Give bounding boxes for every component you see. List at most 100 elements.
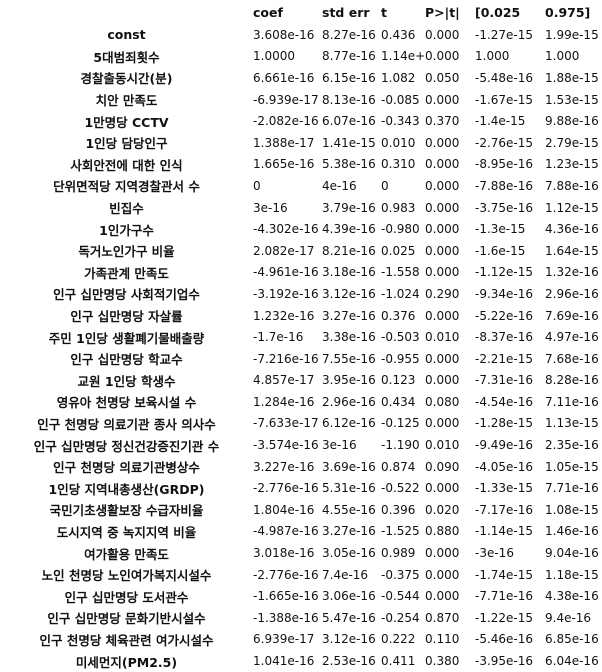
variable-name: 치안 만족도: [95, 93, 158, 109]
header-std-err: std err: [322, 4, 370, 20]
table-row: 인구 천명당 의료기관 종사 의사수 -7.633e-17 6.12e-16 -0.1…: [0, 413, 602, 435]
p-value: 0.000: [425, 416, 460, 431]
table-row: 노인 천명당 노인여가복지시설수 -2.776e-16 7.4e-16 -0.375 0…: [0, 564, 602, 586]
t-value: 0.376: [381, 308, 416, 323]
ci-upper-value: 2.96e-16: [545, 286, 599, 301]
t-value: 1.14e+15: [381, 49, 425, 64]
t-value: 0.434: [381, 394, 416, 409]
table-row: 5대범죄횟수 1.0000 8.77e-16 1.14e+150.000 1.000 1.…: [0, 46, 602, 68]
variable-name: 단위면적당 지역경찰관서 수: [53, 179, 200, 195]
ci-lower-value: -1.3e-15: [475, 222, 526, 237]
t-value: 0.025: [381, 243, 416, 258]
ci-upper-value: 1.18e-15: [545, 567, 599, 582]
coef-value: 1.388e-17: [253, 135, 315, 150]
p-value: 0.000: [425, 27, 460, 42]
p-value: 0.110: [425, 632, 460, 647]
table-row: 단위면적당 지역경찰관서 수 0 4e-16 0 0.000 -7.88e-16 7.88e…: [0, 175, 602, 197]
p-value: 0.000: [425, 178, 460, 193]
variable-name: 노인 천명당 노인여가복지시설수: [41, 568, 212, 584]
coef-value: -6.939e-17: [253, 92, 319, 107]
t-value: -0.955: [381, 351, 420, 366]
t-value: -0.343: [381, 114, 420, 129]
t-value: 0.874: [381, 459, 416, 474]
table-row: 주민 1인당 생활폐기물배출량 -1.7e-16 3.38e-16 -0.503 0.0…: [0, 326, 602, 348]
p-value: 0.000: [425, 351, 460, 366]
ci-upper-value: 7.69e-16: [545, 308, 599, 323]
std-err-value: 3.79e-16: [322, 200, 376, 215]
std-err-value: 5.31e-16: [322, 481, 376, 496]
variable-name: 영유아 천명당 보육시설 수: [56, 395, 197, 411]
t-value: -0.522: [381, 481, 420, 496]
ci-lower-value: -1.27e-15: [475, 27, 534, 42]
ci-lower-value: 1.000: [475, 49, 510, 64]
p-value: 0.000: [425, 92, 460, 107]
coef-value: -7.216e-16: [253, 351, 319, 366]
coef-value: 1.0000: [253, 49, 295, 64]
ci-lower-value: -2.76e-15: [475, 135, 534, 150]
coef-value: 4.857e-17: [253, 373, 315, 388]
coef-value: 1.232e-16: [253, 308, 315, 323]
ci-upper-value: 1.08e-15: [545, 502, 599, 517]
table-row: 인구 십만명당 학교수 -7.216e-16 7.55e-16 -0.955 0.000…: [0, 348, 602, 370]
table-row: 1만명당 CCTV -2.082e-16 6.07e-16 -0.343 0.370 -1…: [0, 110, 602, 132]
variable-name: 5대범죄횟수: [93, 49, 160, 65]
variable-name: 경찰출동시간(분): [80, 71, 173, 87]
variable-name: 독거노인가구 비율: [78, 244, 175, 260]
table-row: 치안 만족도 -6.939e-17 8.13e-16 -0.085 0.000 -1.67…: [0, 89, 602, 111]
ci-upper-value: 1.32e-16: [545, 265, 599, 280]
ci-lower-value: -1.4e-15: [475, 114, 526, 129]
ci-upper-value: 1.88e-15: [545, 70, 599, 85]
ci-upper-value: 9.04e-16: [545, 546, 599, 561]
t-value: -0.503: [381, 330, 420, 345]
coef-value: -7.633e-17: [253, 416, 319, 431]
coef-value: 3.227e-16: [253, 459, 315, 474]
std-err-value: 3.12e-16: [322, 286, 376, 301]
table-row: 1인가구수 -4.302e-16 4.39e-16 -0.980 0.000 -1.3e-…: [0, 218, 602, 240]
p-value: 0.050: [425, 70, 460, 85]
ci-upper-value: 7.11e-16: [545, 394, 599, 409]
variable-name: 1인당 담당인구: [85, 136, 168, 152]
p-value: 0.000: [425, 243, 460, 258]
table-row: const 3.608e-16 8.27e-16 0.436 0.000 -1.27e-1…: [0, 24, 602, 46]
ci-upper-value: 1.64e-15: [545, 243, 599, 258]
p-value: 0.880: [425, 524, 460, 539]
coef-value: 0: [253, 178, 261, 193]
ci-upper-value: 9.4e-16: [545, 610, 592, 625]
variable-name: 국민기초생활보장 수급자비율: [49, 503, 204, 519]
table-row: 사회안전에 대한 인식 1.665e-16 5.38e-16 0.310 0.000 -8…: [0, 154, 602, 176]
ci-upper-value: 1.05e-15: [545, 459, 599, 474]
t-value: -1.558: [381, 265, 420, 280]
table-row: 인구 천명당 의료기관병상수 3.227e-16 3.69e-16 0.874 0.09…: [0, 456, 602, 478]
ci-upper-value: 2.35e-16: [545, 438, 599, 453]
p-value: 0.370: [425, 114, 460, 129]
ci-upper-value: 4.97e-16: [545, 330, 599, 345]
coef-value: -3.574e-16: [253, 438, 319, 453]
table-row: 가족관계 만족도 -4.961e-16 3.18e-16 -1.558 0.000 -1.…: [0, 262, 602, 284]
table-row: 1인당 담당인구 1.388e-17 1.41e-15 0.010 0.000 -2.76…: [0, 132, 602, 154]
p-value: 0.080: [425, 394, 460, 409]
ci-upper-value: 7.68e-16: [545, 351, 599, 366]
coef-value: 3e-16: [253, 200, 288, 215]
t-value: 0.010: [381, 135, 416, 150]
p-value: 0.000: [425, 589, 460, 604]
header-ci-lower: [0.025: [475, 4, 521, 20]
table-row: 1인당 지역내총생산(GRDP) -2.776e-16 5.31e-16 -0.522…: [0, 477, 602, 499]
coef-value: 1.284e-16: [253, 394, 315, 409]
t-value: 0.436: [381, 27, 416, 42]
variable-name: 미세먼지(PM2.5): [75, 654, 178, 670]
t-value: -0.254: [381, 610, 420, 625]
t-value: -0.125: [381, 416, 420, 431]
variable-name: 빈집수: [109, 201, 144, 217]
ci-upper-value: 2.79e-15: [545, 135, 599, 150]
variable-name: 여가활용 만족도: [84, 546, 169, 562]
std-err-value: 3.06e-16: [322, 589, 376, 604]
ci-lower-value: -7.88e-16: [475, 178, 534, 193]
ci-upper-value: 1.53e-15: [545, 92, 599, 107]
t-value: -0.085: [381, 92, 420, 107]
std-err-value: 7.4e-16: [322, 567, 369, 582]
p-value: 0.000: [425, 373, 460, 388]
coef-value: -4.987e-16: [253, 524, 319, 539]
ci-upper-value: 6.85e-16: [545, 632, 599, 647]
std-err-value: 4e-16: [322, 178, 357, 193]
table-row: 독거노인가구 비율 2.082e-17 8.21e-16 0.025 0.000 -1.6…: [0, 240, 602, 262]
